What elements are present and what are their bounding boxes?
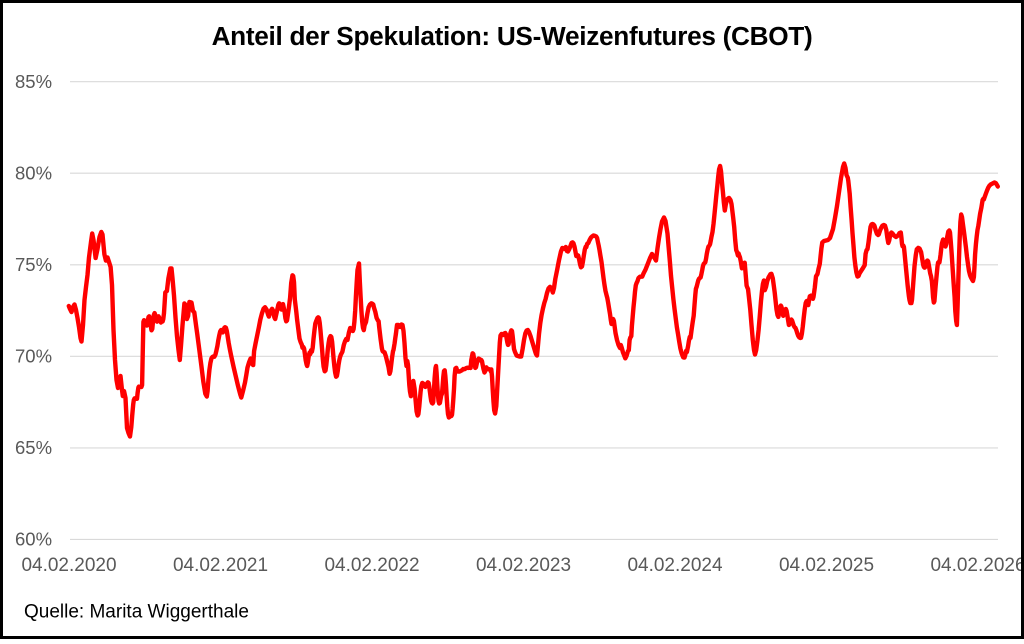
- svg-text:80%: 80%: [15, 162, 52, 183]
- svg-text:75%: 75%: [15, 254, 52, 275]
- svg-text:04.02.2021: 04.02.2021: [173, 555, 268, 576]
- svg-text:60%: 60%: [15, 529, 52, 550]
- svg-text:04.02.2022: 04.02.2022: [324, 555, 419, 576]
- svg-text:04.02.2025: 04.02.2025: [779, 555, 874, 576]
- svg-text:04.02.2026: 04.02.2026: [930, 555, 1024, 576]
- svg-text:70%: 70%: [15, 345, 52, 366]
- svg-text:04.02.2024: 04.02.2024: [627, 555, 723, 576]
- svg-text:65%: 65%: [15, 437, 52, 458]
- svg-text:85%: 85%: [15, 71, 52, 92]
- svg-text:04.02.2023: 04.02.2023: [476, 555, 571, 576]
- svg-text:Quelle: Marita Wiggerthale: Quelle: Marita Wiggerthale: [24, 602, 249, 623]
- svg-text:04.02.2020: 04.02.2020: [21, 555, 116, 576]
- svg-text:Anteil der Spekulation: US-Wei: Anteil der Spekulation: US-Weizenfutures…: [212, 21, 813, 51]
